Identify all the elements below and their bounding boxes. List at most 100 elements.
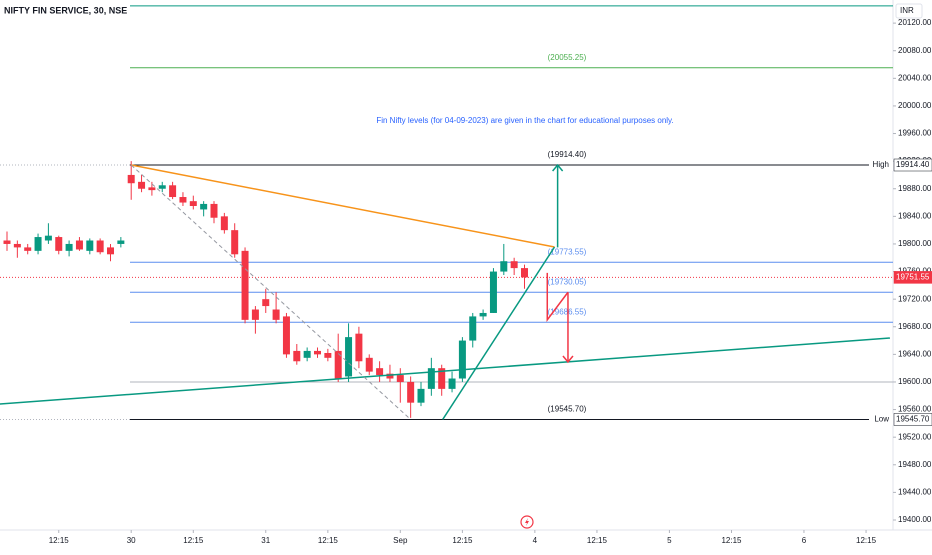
candle-body — [262, 299, 270, 307]
candle-body — [417, 388, 425, 403]
candle-body — [314, 350, 321, 355]
lightning-icon — [520, 515, 534, 529]
candle-body — [345, 337, 353, 377]
candle-body — [365, 357, 373, 372]
candle-body — [169, 185, 177, 198]
y-tick-label: 19480.00 — [898, 460, 932, 469]
candle-body — [55, 237, 63, 251]
y-tick-label: 19600.00 — [898, 377, 932, 386]
trendline — [442, 246, 556, 420]
y-tick-label: 20040.00 — [898, 73, 932, 82]
candle-body — [189, 201, 197, 206]
candle-body — [3, 240, 11, 244]
currency-box — [895, 3, 923, 19]
candle-body — [489, 271, 497, 313]
candle-body — [210, 203, 218, 218]
candle-body — [24, 247, 32, 251]
plot: (20055.25) (19914.40) (19773.55) (19730.05)… — [0, 5, 893, 420]
x-tick-label: 12:15 — [452, 536, 473, 545]
candle-body — [386, 373, 394, 379]
price-tag — [893, 271, 932, 284]
price-tag — [893, 158, 932, 172]
tag-name-box — [869, 413, 893, 426]
x-tick-label: 12:15 — [721, 536, 742, 545]
x-tick-label: 5 — [667, 536, 672, 545]
y-tick-label: 20000.00 — [898, 101, 932, 110]
candle-body — [138, 181, 146, 189]
candle-body — [427, 368, 435, 389]
candle-body — [241, 250, 249, 320]
arrow-head — [562, 355, 574, 364]
x-tick-label: 12:15 — [183, 536, 204, 545]
candle-body — [355, 333, 363, 362]
arrow-head — [552, 163, 564, 172]
currency: INR — [900, 6, 914, 15]
candle-body — [117, 240, 125, 244]
candle-body — [293, 350, 301, 362]
x-tick-label: 12:15 — [587, 536, 608, 545]
candle-body — [200, 203, 208, 210]
price-tag-label: 19914.40 — [896, 160, 930, 169]
x-tick-label: Sep — [393, 536, 408, 545]
level-label: (19773.55) — [548, 247, 587, 256]
y-tick-label: 19800.00 — [898, 239, 932, 248]
candle-body — [13, 243, 21, 248]
y-tick-label: 20120.00 — [898, 18, 932, 27]
candle-body — [96, 240, 104, 253]
candle-body — [148, 187, 156, 191]
y-tick-label: 19680.00 — [898, 322, 932, 331]
y-tick-label: 19400.00 — [898, 515, 932, 524]
candle-body — [231, 230, 239, 255]
candle-body — [282, 316, 290, 355]
tag-name-box — [869, 159, 893, 172]
candle-body — [44, 235, 52, 241]
trendline — [0, 337, 890, 405]
x-tick-label: 12:15 — [318, 536, 339, 545]
candle-body — [34, 237, 42, 251]
level-label: (20055.25) — [548, 53, 587, 62]
price-tag-label: 19545.70 — [896, 415, 930, 424]
candle-body — [479, 312, 487, 317]
candle-body — [251, 309, 259, 320]
candle-body — [458, 340, 466, 379]
candle-body — [469, 316, 477, 341]
x-tick-label: 30 — [127, 536, 136, 545]
candle-body — [65, 243, 73, 251]
candle-body — [127, 174, 135, 184]
x-tick-label: 12:15 — [49, 536, 70, 545]
y-tick-label: 19560.00 — [898, 405, 932, 414]
y-tick-label: 19720.00 — [898, 294, 932, 303]
y-tick-label: 19640.00 — [898, 349, 932, 358]
candle-body — [107, 247, 114, 255]
tag-name: High — [873, 160, 889, 169]
candle-body — [179, 197, 187, 203]
y-tick-label: 19520.00 — [898, 432, 932, 441]
candle-body — [448, 378, 456, 389]
price-tag-label: 19751.55 — [896, 272, 930, 281]
y-tick-label: 19840.00 — [898, 211, 932, 220]
candle-body — [86, 240, 94, 251]
trendline — [131, 164, 555, 248]
candle-body — [376, 368, 384, 376]
candle-body — [500, 261, 508, 272]
x-tick-label: 31 — [261, 536, 270, 545]
annotation: Fin Nifty levels (for 04-09-2023) are gi… — [376, 116, 673, 125]
candle-body — [510, 261, 518, 269]
candle-body — [303, 350, 311, 358]
y-tick-label: 19440.00 — [898, 487, 932, 496]
y-tick-label: 19880.00 — [898, 184, 932, 193]
candle-body — [220, 216, 228, 231]
candle-body — [324, 352, 332, 358]
x-tick-label: 4 — [533, 536, 538, 545]
candle-body — [407, 381, 415, 403]
candle-body — [158, 185, 166, 189]
candle-body — [396, 375, 404, 382]
candle-body — [75, 240, 83, 250]
candle-body — [438, 368, 446, 389]
level-label: (19686.55) — [548, 307, 587, 316]
price-tag — [893, 413, 932, 426]
level-label: (19545.70) — [548, 405, 587, 414]
level-label: (19914.40) — [548, 150, 587, 159]
candle-body — [334, 350, 342, 379]
trendline — [546, 272, 569, 323]
